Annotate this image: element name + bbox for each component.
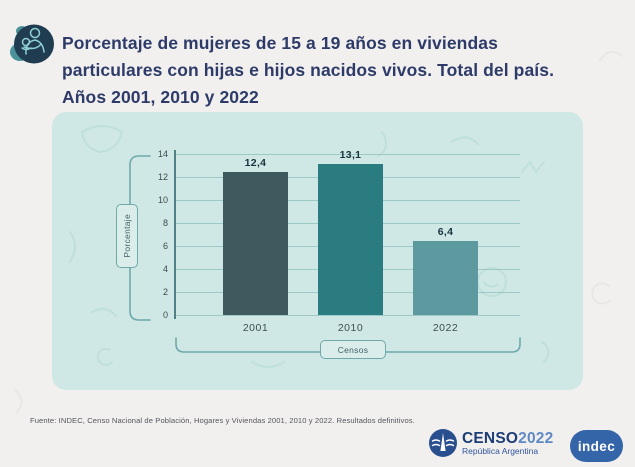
- ytick-label-12: 12: [157, 171, 168, 182]
- censo-logo-wordmark: CENSO2022: [462, 429, 554, 447]
- ytick-label-0: 0: [162, 309, 168, 320]
- gridline-14: [175, 153, 520, 155]
- x-axis-label: Censos: [337, 344, 369, 355]
- bar-2022: [413, 241, 478, 315]
- bar-value-label-2010: 13,1: [339, 149, 362, 162]
- y-axis-label: Porcentaje: [122, 214, 132, 258]
- chart-panel: Porcentaje 0 2 4 6 8 10 12 14 12,4 2001 13,1 2010 6,…: [52, 112, 583, 390]
- ytick-label-6: 6: [162, 240, 168, 251]
- x-axis-label-box: Censos: [320, 340, 386, 359]
- censo-logo-subtitle: República Argentina: [462, 445, 539, 456]
- panel-background-doodles: [69, 125, 550, 368]
- indec-logo-text: indec: [577, 438, 616, 454]
- xtick-label-2001: 2001: [242, 322, 269, 334]
- ytick-label-14: 14: [157, 148, 168, 159]
- censo-logo-word: CENSO: [462, 429, 519, 447]
- ytick-label-8: 8: [162, 217, 168, 228]
- xtick-label-2010: 2010: [337, 322, 364, 334]
- page-title: Porcentaje de mujeres de 15 a 19 años en…: [62, 30, 584, 111]
- y-axis-line: [174, 150, 176, 319]
- bar-value-label-2022: 6,4: [437, 226, 454, 239]
- bar-2001: [223, 172, 288, 315]
- bar-value-label-2001: 12,4: [244, 157, 267, 170]
- indec-logo: indec: [570, 430, 623, 462]
- censo-logo-year: 2022: [518, 429, 554, 447]
- y-axis-label-box: Porcentaje: [116, 204, 138, 268]
- gridline-0: [175, 314, 520, 316]
- source-note: Fuente: INDEC, Censo Nacional de Poblaci…: [30, 416, 415, 425]
- mother-and-child-icon: [10, 24, 54, 64]
- censo-logo-icon: [429, 429, 457, 457]
- bar-2010: [318, 164, 383, 315]
- page-title-line-2: particulares con hijas e hijos nacidos v…: [62, 59, 555, 80]
- ytick-label-2: 2: [162, 286, 168, 297]
- page-title-line-3: Años 2001, 2010 y 2022: [62, 86, 259, 107]
- ytick-label-10: 10: [157, 194, 168, 205]
- ytick-label-4: 4: [162, 263, 168, 274]
- censo-2022-logo: CENSO2022 República Argentina: [428, 426, 553, 460]
- page-title-line-1: Porcentaje de mujeres de 15 a 19 años en…: [62, 32, 498, 53]
- xtick-label-2022: 2022: [432, 322, 459, 334]
